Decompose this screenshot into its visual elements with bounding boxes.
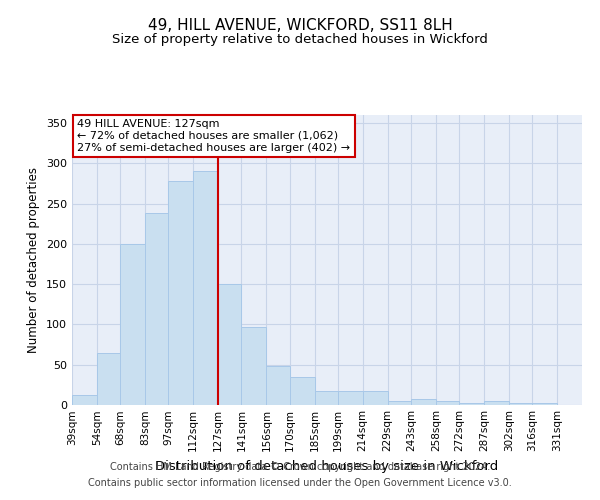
- Bar: [436, 401, 459, 405]
- Y-axis label: Number of detached properties: Number of detached properties: [28, 167, 40, 353]
- Bar: [411, 400, 436, 405]
- Text: 49, HILL AVENUE, WICKFORD, SS11 8LH: 49, HILL AVENUE, WICKFORD, SS11 8LH: [148, 18, 452, 32]
- Bar: [314, 392, 338, 405]
- Text: Contains public sector information licensed under the Open Government Licence v3: Contains public sector information licen…: [88, 478, 512, 488]
- Text: Size of property relative to detached houses in Wickford: Size of property relative to detached ho…: [112, 32, 488, 46]
- Text: Contains HM Land Registry data © Crown copyright and database right 2024.: Contains HM Land Registry data © Crown c…: [110, 462, 490, 472]
- Bar: [338, 390, 363, 405]
- X-axis label: Distribution of detached houses by size in Wickford: Distribution of detached houses by size …: [155, 460, 499, 472]
- Bar: [266, 366, 290, 405]
- Bar: [169, 181, 193, 405]
- Bar: [484, 401, 509, 405]
- Bar: [388, 401, 411, 405]
- Bar: [72, 396, 97, 405]
- Bar: [145, 214, 169, 405]
- Bar: [509, 402, 532, 405]
- Bar: [459, 402, 484, 405]
- Bar: [218, 284, 241, 405]
- Bar: [241, 327, 266, 405]
- Text: 49 HILL AVENUE: 127sqm
← 72% of detached houses are smaller (1,062)
27% of semi-: 49 HILL AVENUE: 127sqm ← 72% of detached…: [77, 120, 350, 152]
- Bar: [363, 390, 388, 405]
- Bar: [120, 244, 145, 405]
- Bar: [290, 377, 314, 405]
- Bar: [193, 172, 218, 405]
- Bar: [97, 352, 120, 405]
- Bar: [532, 402, 557, 405]
